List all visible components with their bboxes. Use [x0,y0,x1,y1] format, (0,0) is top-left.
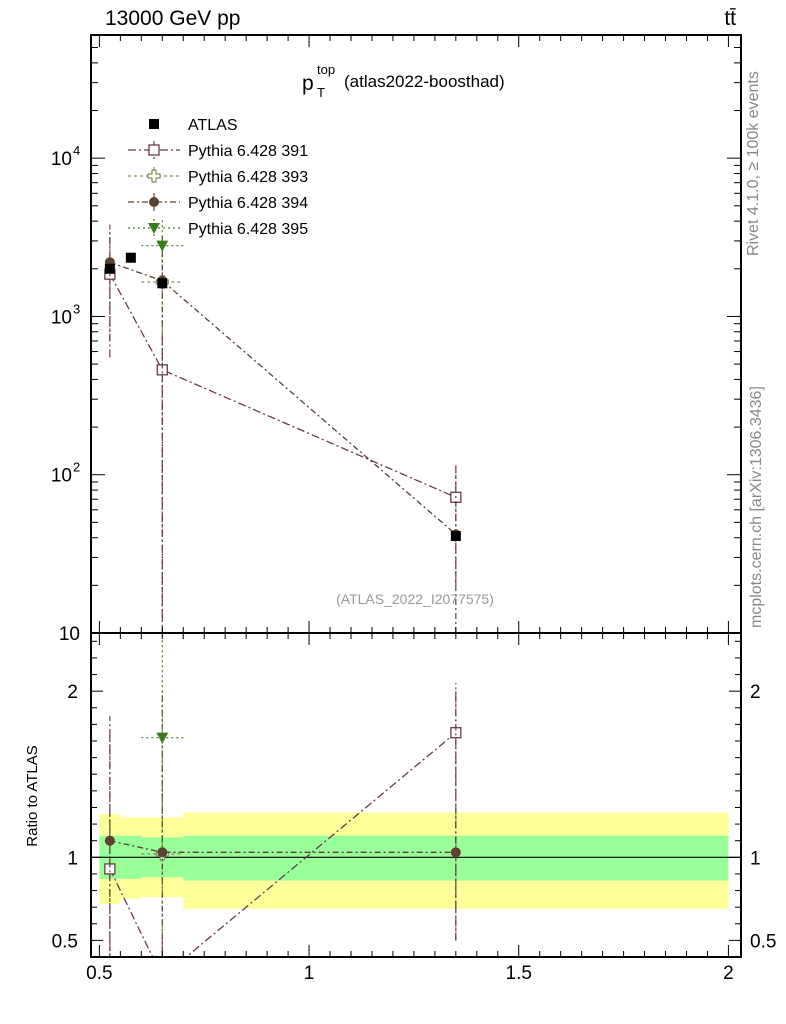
series-4-ratio-point-0 [156,732,169,744]
atlas-point-1 [125,252,136,263]
plot-title: p [302,72,314,95]
analysis-watermark: (ATLAS_2022_I2077575) [336,591,494,607]
plot-frames [90,34,742,958]
plot-title-suffix: (atlas2022-boosthad) [344,72,505,91]
series-layer [104,219,462,982]
main-y-tick-exp-3: 4 [73,143,80,158]
main-y-tick-exp-2: 3 [73,301,80,316]
legend-label-4: Pythia 6.428 395 [188,221,308,238]
x-tick-label-2: 1.5 [506,963,532,984]
ratio-y-tick-label-right-0: 0.5 [750,931,776,952]
series-1-ratio-line [109,732,457,957]
x-tick-label-3: 2 [723,963,734,984]
ratio-y-tick-label-right-2: 2 [750,682,761,703]
legend-marker-1 [148,144,160,156]
main-y-tick-exp-1: 2 [73,460,80,475]
ratio-y-tick-label-left-2: 2 [67,682,78,703]
legend-label-3: Pythia 6.428 394 [188,195,308,212]
legend-marker-2 [147,169,161,183]
main-y-tick-label-3: 10 [51,149,72,170]
ratio-y-tick-label-right-1: 1 [750,848,761,869]
legend-marker-0 [149,119,159,129]
legend-label-2: Pythia 6.428 393 [188,169,308,186]
series-3-ratio-line [109,840,456,853]
legend: ATLAS Pythia 6.428 391 Pythia 6.428 393 Pyt… [128,117,308,238]
ratio-frame [90,632,742,958]
atlas-point-0 [104,263,115,274]
legend-label-0: ATLAS [188,117,238,134]
ratio-y-tick-label-left-1: 1 [67,848,78,869]
series-3-ratio-point-0 [104,835,115,846]
legend-marker-3 [149,197,159,207]
ratio-panel-series [104,633,462,982]
series-3-line [109,261,457,535]
energy-label: 13000 GeV pp [105,7,241,30]
process-label: tt̄ [724,7,736,30]
ratio-y-tick-label-left-0: 0.5 [52,931,78,952]
atlas-point-2 [157,278,168,289]
series-1-line [109,273,457,498]
legend-label-1: Pythia 6.428 391 [188,143,308,160]
series-4-point-0 [156,240,169,252]
x-tick-label-0: 0.5 [86,963,112,984]
series-3-ratio-point-1 [157,847,168,858]
series-3-ratio-point-2 [450,847,461,858]
x-tick-label-1: 1 [304,963,315,984]
atlas-point-3 [450,531,461,542]
main-panel-series [104,219,462,633]
main-y-tick-label-0: 10 [59,624,80,645]
ratio-uncertainty-bands [99,812,729,909]
plot-title-sub: T [317,85,325,100]
series-1-ratio-point-1 [157,972,167,982]
main-y-tick-label-2: 10 [51,307,72,328]
ratio-y-axis-label: Ratio to ATLAS [24,745,41,846]
legend-marker-4 [148,223,160,234]
legend-marker-2-shape [147,169,161,183]
plot-title-sup: top [317,62,335,77]
main-y-tick-label-1: 10 [51,466,72,487]
